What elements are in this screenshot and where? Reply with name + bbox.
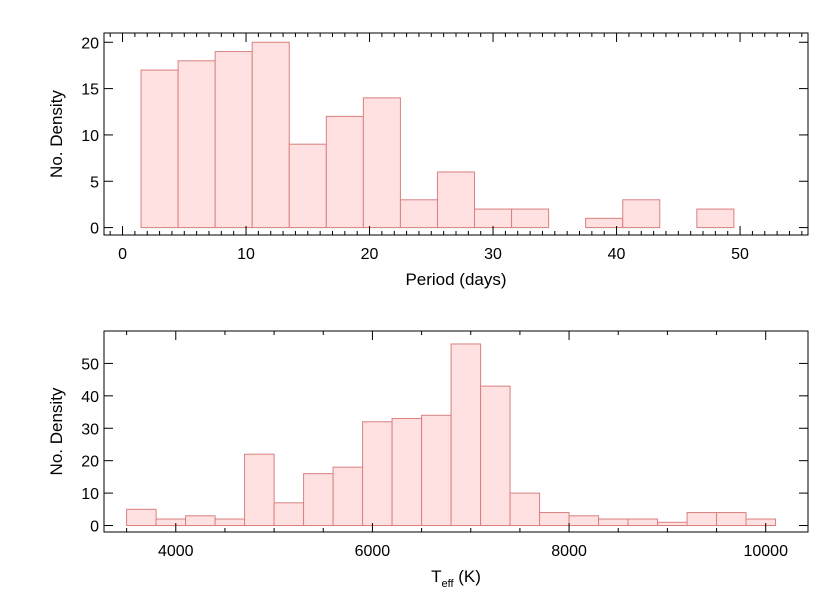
teff-y-tick-label: 10 bbox=[81, 486, 99, 503]
period-x-tick-label: 50 bbox=[731, 246, 749, 263]
period-y-tick-label: 10 bbox=[81, 128, 99, 145]
teff-bar-8 bbox=[362, 421, 393, 527]
teff-x-axis-label: Teff (K) bbox=[431, 567, 481, 590]
teff-x-tick-label: 10000 bbox=[743, 543, 788, 560]
teff-x-tick-label: 4000 bbox=[158, 543, 194, 560]
teff-bar-12 bbox=[480, 385, 511, 527]
period-bar-6 bbox=[362, 97, 401, 229]
teff-bar-7 bbox=[332, 466, 364, 527]
teff-bar-6 bbox=[303, 473, 334, 527]
teff-bar-5 bbox=[273, 502, 305, 527]
teff-bar-19 bbox=[686, 512, 718, 527]
teff-bar-21 bbox=[745, 518, 777, 527]
period-bar-7 bbox=[399, 199, 438, 229]
period-y-tick-label: 0 bbox=[90, 221, 99, 238]
teff-bar-10 bbox=[421, 414, 452, 527]
period-bar-15 bbox=[696, 208, 735, 229]
period-bar-2 bbox=[214, 51, 253, 229]
teff-histogram-panel: 4000 6000 8000 10000 0 10 20 30 40 50 No. Density T… bbox=[47, 330, 809, 590]
period-histogram-panel: 0 10 20 30 40 50 0 5 10 15 20 No. Density Period (da… bbox=[47, 32, 809, 289]
period-x-tick-label: 30 bbox=[484, 246, 502, 263]
teff-bar-4 bbox=[244, 453, 275, 527]
period-bar-0 bbox=[140, 69, 179, 229]
period-bar-4 bbox=[288, 143, 327, 229]
period-x-tick-label: 40 bbox=[608, 246, 626, 263]
period-x-tick-label: 10 bbox=[237, 246, 255, 263]
teff-bar-0 bbox=[126, 508, 157, 527]
period-bar-10 bbox=[511, 208, 550, 229]
teff-plot-frame bbox=[103, 330, 809, 533]
teff-y-axis-label: No. Density bbox=[47, 387, 66, 475]
teff-x-tick-label: 8000 bbox=[551, 543, 587, 560]
teff-bar-9 bbox=[391, 418, 423, 527]
teff-bar-13 bbox=[509, 492, 541, 527]
period-y-axis-label: No. Density bbox=[47, 90, 66, 178]
teff-bar-20 bbox=[716, 512, 747, 527]
teff-bar-11 bbox=[450, 343, 482, 527]
period-bar-12 bbox=[585, 217, 624, 229]
teff-y-tick-label: 0 bbox=[90, 519, 99, 536]
period-x-tick-label: 0 bbox=[118, 246, 127, 263]
teff-bar-16 bbox=[598, 518, 629, 527]
period-x-axis-label: Period (days) bbox=[405, 270, 506, 289]
teff-y-tick-label: 20 bbox=[81, 454, 99, 471]
period-bar-5 bbox=[325, 115, 364, 229]
period-y-tick-label: 5 bbox=[90, 174, 99, 191]
teff-bar-17 bbox=[627, 518, 659, 527]
period-x-tick-label: 20 bbox=[361, 246, 379, 263]
teff-x-tick-label: 6000 bbox=[355, 543, 391, 560]
teff-bar-2 bbox=[185, 515, 216, 527]
period-bar-3 bbox=[251, 41, 290, 229]
teff-bar-14 bbox=[539, 512, 570, 527]
period-bar-13 bbox=[622, 199, 661, 229]
teff-bar-1 bbox=[155, 518, 187, 527]
period-bar-9 bbox=[474, 208, 513, 229]
teff-bar-18 bbox=[657, 521, 688, 527]
teff-bar-3 bbox=[214, 518, 246, 527]
period-y-tick-label: 15 bbox=[81, 82, 99, 99]
teff-bar-15 bbox=[568, 515, 600, 527]
period-bar-1 bbox=[177, 60, 216, 229]
teff-y-tick-label: 40 bbox=[81, 389, 99, 406]
period-bar-8 bbox=[436, 171, 476, 229]
teff-y-tick-label: 50 bbox=[81, 356, 99, 373]
period-y-tick-label: 20 bbox=[81, 35, 99, 52]
teff-y-tick-label: 30 bbox=[81, 421, 99, 438]
